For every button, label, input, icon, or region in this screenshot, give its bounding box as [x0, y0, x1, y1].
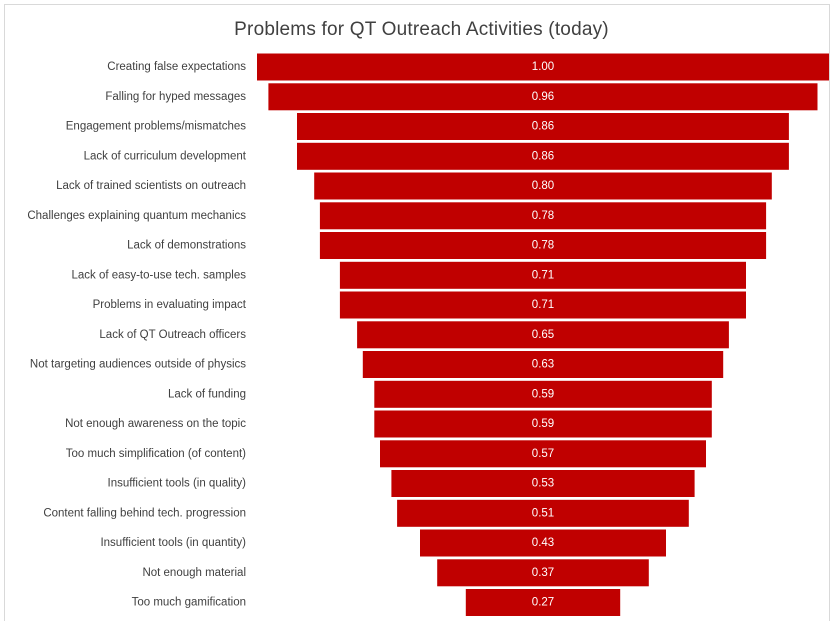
funnel-bar: [465, 589, 621, 616]
funnel-bar: [297, 113, 789, 140]
category-label: Too much simplification (of content): [66, 448, 246, 460]
funnel-bar: [339, 291, 746, 319]
category-label: Challenges explaining quantum mechanics: [27, 210, 246, 222]
category-label: Falling for hyped messages: [105, 91, 246, 103]
category-label: Problems in evaluating impact: [93, 299, 247, 311]
bar-value-label: 0.78: [532, 240, 554, 252]
category-label: Lack of curriculum development: [84, 150, 247, 162]
bar-value-label: 0.57: [532, 448, 554, 460]
bar-value-label: 0.86: [532, 121, 554, 133]
bar-value-label: 0.53: [532, 478, 554, 490]
bar-value-label: 0.43: [532, 537, 554, 549]
bar-value-label: 0.65: [532, 329, 554, 341]
funnel-bar: [374, 410, 712, 438]
funnel-bar: [319, 202, 767, 230]
bar-value-label: 0.59: [532, 418, 554, 430]
category-label: Insufficient tools (in quantity): [100, 537, 246, 549]
chart-title: Problems for QT Outreach Activities (tod…: [234, 19, 609, 40]
bar-value-label: 0.71: [532, 269, 554, 281]
category-label: Lack of easy-to-use tech. samples: [72, 269, 247, 281]
funnel-bar: [339, 261, 746, 289]
category-label: Creating false expectations: [107, 61, 246, 73]
funnel-bar: [297, 142, 789, 170]
category-label: Too much gamification: [132, 597, 246, 609]
bar-value-label: 0.96: [532, 91, 554, 103]
category-label: Lack of trained scientists on outreach: [56, 180, 246, 192]
bar-value-label: 0.63: [532, 359, 554, 371]
funnel-bar: [257, 53, 829, 81]
funnel-bar: [319, 232, 767, 259]
bar-value-label: 0.86: [532, 150, 554, 162]
category-label: Not targeting audiences outside of physi…: [30, 359, 246, 371]
funnel-bar: [397, 499, 689, 527]
category-label: Not enough material: [142, 567, 246, 579]
bar-value-label: 0.51: [532, 507, 554, 519]
funnel-bar: [437, 559, 649, 587]
funnel-bar: [420, 529, 666, 557]
funnel-bar: [357, 321, 729, 349]
funnel-bar: [380, 440, 706, 468]
category-label: Lack of funding: [168, 388, 246, 400]
bar-value-label: 1.00: [532, 61, 554, 73]
category-label: Engagement problems/mismatches: [66, 121, 246, 133]
category-label: Content falling behind tech. progression: [43, 507, 246, 519]
category-label: Lack of QT Outreach officers: [99, 329, 246, 341]
bar-value-label: 0.80: [532, 180, 554, 192]
bar-value-label: 0.59: [532, 388, 554, 400]
bar-value-label: 0.71: [532, 299, 554, 311]
category-label: Lack of demonstrations: [127, 240, 246, 252]
category-label: Insufficient tools (in quality): [108, 478, 247, 490]
funnel-bar: [268, 83, 818, 111]
bar-value-label: 0.78: [532, 210, 554, 222]
bar-value-label: 0.37: [532, 567, 554, 579]
funnel-bar: [391, 470, 695, 497]
funnel-bar: [374, 380, 712, 408]
category-label: Not enough awareness on the topic: [65, 418, 246, 430]
funnel-bar: [362, 351, 724, 378]
bar-value-label: 0.27: [532, 597, 554, 609]
funnel-bar: [314, 172, 772, 200]
